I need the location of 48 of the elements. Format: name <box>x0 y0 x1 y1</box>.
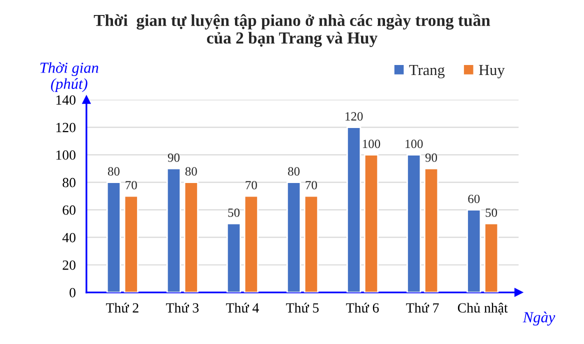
y-tick-label: 140 <box>56 95 76 105</box>
chart-title: Thời gian tự luyện tập piano ở nhà các ngày trong tuần của 2 bạn Trang và Huy <box>94 14 490 48</box>
x-tick-label: Chủ nhật <box>458 302 508 315</box>
data-label: 60 <box>468 194 480 204</box>
data-label: 50 <box>228 208 240 217</box>
bar <box>364 154 379 292</box>
y-tick-label: 0 <box>70 288 76 298</box>
x-tick-label: Thứ 4 <box>226 302 259 313</box>
bar <box>406 154 422 292</box>
bar <box>304 195 319 292</box>
x-tick-label: Thứ 2 <box>106 302 138 313</box>
x-tick-label: Thứ 7 <box>406 302 439 313</box>
bar <box>244 195 258 292</box>
data-label: 120 <box>346 112 363 121</box>
data-label: 100 <box>406 140 423 148</box>
legend-label: Huy <box>478 65 505 78</box>
bar <box>124 195 138 292</box>
bar <box>484 222 499 292</box>
data-label: 80 <box>288 167 300 176</box>
data-label: 50 <box>486 208 498 217</box>
bar <box>106 182 122 292</box>
x-axis-title: Ngày <box>522 312 556 326</box>
y-axis-title: Thời gian (phút) <box>40 62 98 92</box>
bar <box>286 182 302 292</box>
data-label: 70 <box>126 180 137 190</box>
bar <box>424 168 439 292</box>
y-tick-label: 20 <box>62 260 76 270</box>
data-label: 90 <box>425 153 438 162</box>
x-tick-label: Thứ 3 <box>166 302 199 313</box>
data-label: 70 <box>246 180 257 190</box>
x-tick-label: Thứ 5 <box>286 302 319 313</box>
y-tick-label: 120 <box>56 122 76 132</box>
bar <box>184 182 198 292</box>
bar <box>346 126 362 292</box>
bar <box>466 209 482 292</box>
y-tick-label: 80 <box>62 178 76 188</box>
data-label: 90 <box>168 153 180 162</box>
bar <box>226 222 242 292</box>
y-tick-label: 100 <box>56 150 76 160</box>
data-label: 80 <box>185 167 197 176</box>
y-tick-label: 40 <box>62 232 76 242</box>
x-tick-label: Thứ 6 <box>346 302 379 313</box>
y-tick-label: 60 <box>62 205 76 215</box>
data-label: 80 <box>108 167 120 176</box>
data-label: 70 <box>306 180 317 190</box>
legend-label: Trang <box>409 65 445 78</box>
data-label: 100 <box>362 140 380 148</box>
bar <box>166 168 182 292</box>
